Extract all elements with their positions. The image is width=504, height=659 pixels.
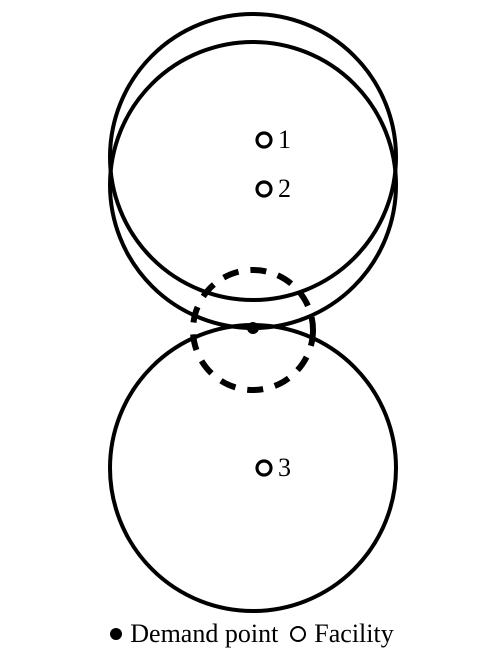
facility-marker: [257, 182, 271, 196]
demand-point: [247, 322, 259, 334]
facility-label: 2: [278, 174, 291, 203]
facility-marker: [257, 133, 271, 147]
range-circle: [110, 42, 396, 328]
legend-facility-label: Facility: [314, 619, 393, 649]
diagram-container: 1 2 3 Demand point Facility: [0, 0, 504, 659]
range-circle: [110, 325, 396, 611]
facility-label: 3: [278, 453, 291, 482]
legend-facility: Facility: [290, 619, 393, 649]
range-circle: [110, 14, 396, 300]
legend: Demand point Facility: [0, 619, 504, 649]
demand-point-icon: [110, 628, 122, 640]
facility-label: 1: [278, 125, 291, 154]
facility-icon: [290, 626, 306, 642]
legend-demand: Demand point: [110, 619, 278, 649]
legend-demand-label: Demand point: [130, 619, 278, 649]
facility-diagram: 1 2 3: [0, 0, 504, 659]
facility-marker: [257, 461, 271, 475]
